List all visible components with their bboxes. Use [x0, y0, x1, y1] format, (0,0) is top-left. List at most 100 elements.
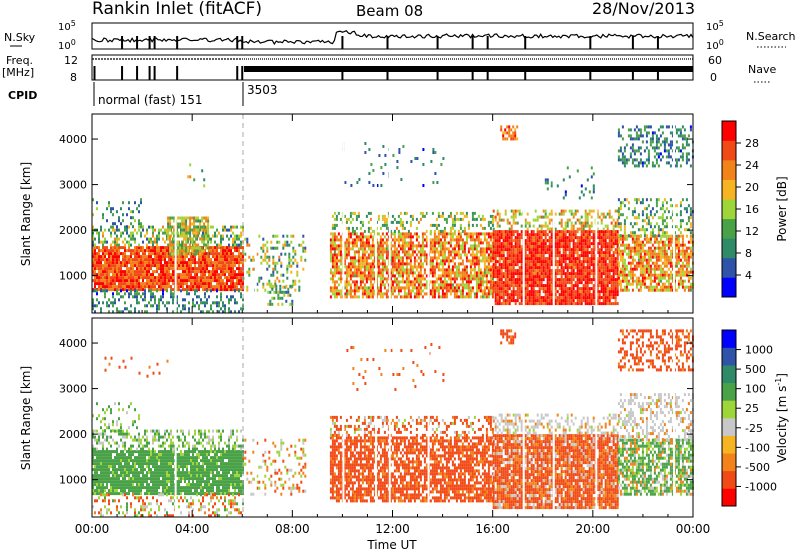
power-cell	[112, 310, 114, 314]
power-cell	[544, 269, 547, 273]
power-cell	[580, 248, 583, 252]
power-cell	[173, 219, 176, 223]
power-cell	[224, 258, 226, 262]
power-cell	[240, 295, 242, 299]
power-cell	[546, 290, 549, 294]
power-cell	[361, 259, 364, 263]
power-cell	[483, 289, 486, 293]
power-cell	[357, 268, 360, 272]
power-cell	[489, 232, 492, 236]
power-cell	[120, 231, 122, 235]
power-cell	[526, 266, 529, 270]
power-cell	[604, 278, 607, 282]
power-cell	[395, 295, 398, 299]
power-cell	[570, 263, 573, 267]
power-cell	[195, 234, 198, 238]
power-cell	[207, 240, 210, 244]
power-cell	[152, 243, 154, 247]
power-cell	[572, 302, 575, 306]
power-cell	[361, 238, 364, 242]
power-cell	[179, 222, 182, 226]
power-cell	[518, 269, 521, 273]
power-cell	[445, 268, 448, 272]
power-cell	[564, 293, 567, 297]
power-cell	[132, 282, 134, 286]
power-cell	[304, 249, 307, 253]
power-cell	[399, 244, 402, 248]
power-cell	[455, 250, 458, 254]
power-cell	[385, 256, 388, 260]
power-cell	[240, 307, 242, 311]
power-cell	[204, 279, 206, 283]
power-cell	[118, 255, 120, 259]
power-cell	[469, 259, 472, 263]
power-cell	[504, 290, 507, 294]
power-cell	[566, 254, 569, 258]
power-cell	[214, 234, 216, 238]
power-cell	[214, 258, 216, 262]
power-cell	[606, 236, 609, 240]
power-cell	[477, 274, 480, 278]
power-cell	[564, 251, 567, 255]
power-cell	[198, 304, 200, 308]
power-cell	[268, 258, 271, 262]
power-cell	[562, 236, 565, 240]
power-cell	[417, 256, 420, 260]
power-cell	[114, 285, 116, 289]
power-cell	[479, 271, 482, 275]
power-cell	[138, 285, 140, 289]
power-cell	[212, 267, 214, 271]
power-cell	[526, 269, 529, 273]
power-cell	[590, 263, 593, 267]
power-cell	[435, 256, 438, 260]
power-cell	[363, 274, 366, 278]
power-cell	[204, 285, 206, 289]
power-cell	[369, 217, 372, 221]
power-cell	[568, 245, 571, 249]
power-cell	[355, 250, 358, 254]
power-cell	[437, 211, 440, 215]
power-cell	[154, 240, 156, 244]
power-cell	[156, 258, 158, 262]
power-cell	[602, 281, 605, 285]
power-cell	[399, 280, 402, 284]
power-cell	[371, 295, 374, 299]
power-cell	[240, 282, 242, 286]
power-cell	[590, 272, 593, 276]
power-cell	[367, 244, 370, 248]
power-cell	[238, 258, 240, 262]
power-cell	[262, 243, 265, 247]
power-cell	[146, 243, 148, 247]
station-title: Rankin Inlet (fitACF)	[92, 0, 262, 19]
power-cell	[152, 249, 154, 253]
power-cell	[116, 246, 118, 250]
power-cell	[389, 253, 392, 257]
power-cell	[345, 226, 348, 230]
power-cell	[222, 310, 224, 314]
power-cell	[96, 292, 98, 296]
power-cell	[118, 237, 120, 241]
power-cell	[532, 245, 535, 249]
power-cell	[572, 278, 575, 282]
power-cell	[206, 255, 208, 259]
power-cell	[433, 238, 436, 242]
power-cell	[540, 263, 543, 267]
power-cell	[433, 292, 436, 296]
power-cell	[580, 281, 583, 285]
power-cell	[397, 256, 400, 260]
power-cell	[144, 289, 146, 293]
power-cell	[232, 267, 234, 271]
power-cell	[431, 283, 434, 287]
power-cell	[494, 233, 497, 237]
power-cell	[506, 257, 509, 261]
power-cell	[337, 271, 340, 275]
power-cell	[564, 287, 567, 291]
power-cell	[598, 263, 601, 267]
power-cell	[445, 289, 448, 293]
power-cell	[516, 293, 519, 297]
power-cell	[506, 290, 509, 294]
power-cell	[570, 233, 573, 237]
power-cell	[357, 247, 360, 251]
power-cell	[610, 248, 613, 252]
power-cell	[560, 254, 563, 258]
